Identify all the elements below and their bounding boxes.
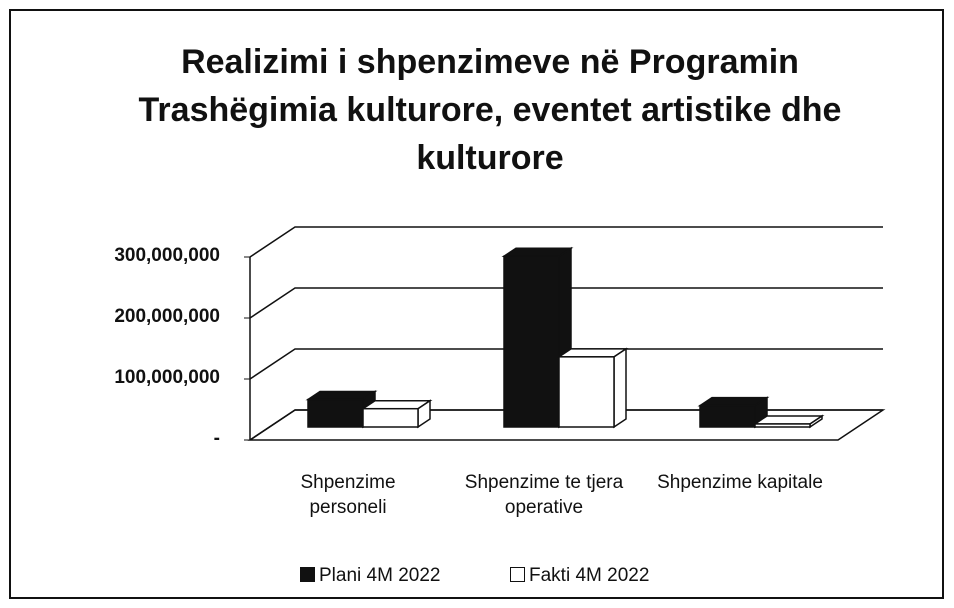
bar xyxy=(699,404,756,428)
grid-line xyxy=(249,348,883,380)
bar xyxy=(362,407,419,428)
x-tick-label: Shpenzime te tjera operative xyxy=(464,472,624,518)
y-tick-label: 300,000,000 xyxy=(114,245,220,266)
legend-label: Plani 4M 2022 xyxy=(319,565,441,586)
y-tick-label: - xyxy=(213,428,220,449)
legend-item: Fakti 4M 2022 xyxy=(510,565,649,587)
y-tick-label: 200,000,000 xyxy=(114,306,220,327)
grid-line xyxy=(249,287,883,319)
bar xyxy=(754,423,811,428)
bar-side xyxy=(613,347,627,429)
x-tick-label: Shpenzime kapitale xyxy=(657,472,823,493)
bar xyxy=(558,356,615,428)
legend-swatch xyxy=(510,567,525,582)
chart-title: Realizimi i shpenzimeve në Programin Tra… xyxy=(138,43,842,177)
x-tick-label: Shpenzime personeli xyxy=(300,472,396,518)
grid-line xyxy=(249,409,883,441)
chart-border xyxy=(9,9,944,599)
bar xyxy=(307,398,364,428)
legend-item: Plani 4M 2022 xyxy=(300,565,440,587)
y-tick-label: 100,000,000 xyxy=(114,367,220,388)
grid-line xyxy=(249,226,883,258)
bar xyxy=(503,255,560,428)
legend-swatch xyxy=(300,567,315,582)
legend-label: Fakti 4M 2022 xyxy=(529,565,650,586)
